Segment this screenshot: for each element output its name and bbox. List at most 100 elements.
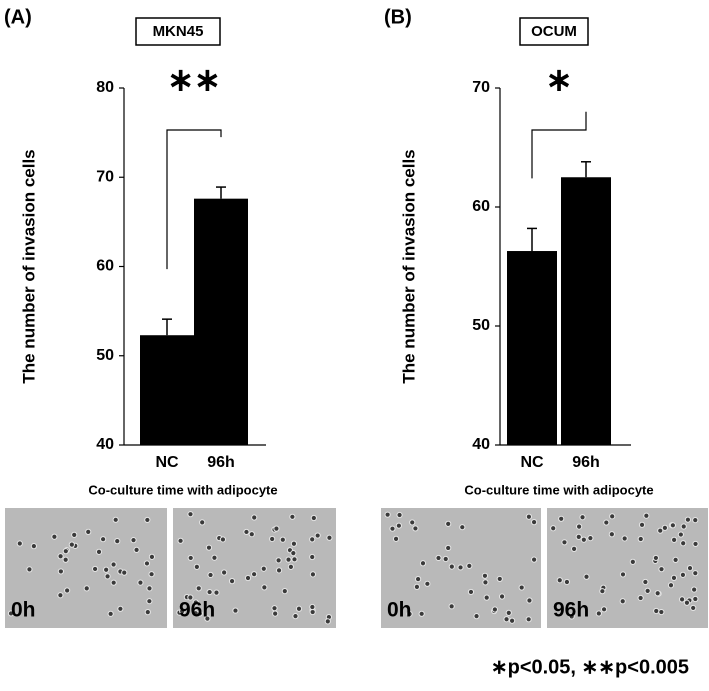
cell (457, 564, 464, 571)
cell (289, 513, 296, 520)
micrograph: 0h (381, 508, 541, 628)
chart-title: OCUM (531, 23, 577, 40)
cell (261, 584, 268, 591)
cell (467, 588, 475, 596)
cell (621, 535, 628, 542)
cell (692, 570, 699, 577)
panel-label: (B) (384, 6, 412, 28)
cell (199, 519, 206, 526)
cell (692, 540, 699, 548)
cell (680, 523, 687, 530)
x-axis-label: Co-culture time with adipocyte (464, 482, 653, 497)
cell (177, 537, 184, 544)
y-tick-label: 40 (96, 436, 114, 453)
cell (285, 556, 292, 563)
micrograph-label: 0h (387, 599, 412, 622)
cell (473, 613, 480, 620)
y-tick-label: 70 (472, 79, 490, 96)
cell (671, 536, 678, 543)
cell (57, 553, 64, 560)
cell (193, 563, 200, 570)
micrograph: 0h (5, 508, 167, 628)
cell (309, 571, 317, 578)
cell (114, 538, 121, 545)
cell (324, 618, 331, 625)
cell (112, 516, 119, 523)
cell (269, 535, 276, 543)
cell (291, 556, 298, 563)
cell (68, 541, 75, 548)
micrograph-label: 96h (179, 599, 215, 622)
y-tick-label: 80 (96, 79, 114, 96)
cell (275, 567, 283, 574)
cell (16, 540, 23, 547)
cell (130, 537, 137, 544)
cell (110, 561, 117, 568)
cell (26, 566, 33, 573)
cell (260, 565, 267, 572)
cell (558, 515, 565, 522)
cell (144, 609, 151, 616)
cell (575, 533, 582, 541)
panel-label: (A) (4, 6, 32, 28)
cell (583, 573, 590, 580)
cell (637, 535, 644, 543)
footnote: ∗p<0.05, ∗∗p<0.005 (491, 656, 689, 678)
cell (309, 536, 316, 543)
cell (219, 536, 227, 543)
cell (290, 550, 297, 557)
cell (406, 610, 413, 618)
cell (599, 588, 606, 595)
cell (389, 525, 396, 532)
cell (692, 516, 699, 524)
x-axis-label: Co-culture time with adipocyte (88, 482, 277, 497)
cell (205, 544, 213, 551)
cell (281, 588, 288, 595)
cell (445, 544, 452, 552)
cell (654, 590, 661, 597)
micrograph: 96h (173, 508, 336, 628)
cell (661, 524, 669, 531)
significance-mark: ∗ (546, 61, 573, 97)
cell (279, 536, 286, 543)
cell (629, 558, 636, 565)
cell (448, 603, 455, 610)
y-axis-label: The number of invasion cells (399, 149, 418, 383)
cell (530, 519, 538, 526)
cell (445, 520, 452, 527)
cell (579, 514, 586, 521)
cell (570, 545, 578, 552)
y-tick-label: 70 (96, 168, 114, 185)
micrograph-label: 96h (553, 599, 589, 622)
cell (117, 605, 124, 612)
cell (309, 553, 316, 561)
cell (483, 594, 490, 601)
cell (326, 534, 333, 541)
cell (424, 580, 431, 587)
cell (442, 555, 449, 563)
bar (140, 335, 194, 445)
cell (683, 599, 691, 606)
cell (137, 579, 144, 586)
cell (133, 546, 140, 553)
micrograph-label: 0h (11, 599, 36, 622)
cell (505, 609, 512, 616)
cell (677, 531, 684, 538)
cell (83, 585, 90, 592)
cell (657, 527, 664, 534)
cell (85, 528, 92, 535)
cell (273, 525, 280, 532)
cell (148, 553, 156, 560)
cell (107, 610, 114, 617)
cell (638, 521, 646, 528)
cell (211, 554, 218, 561)
significance-bracket (166, 129, 222, 270)
cell (103, 566, 110, 573)
cell (459, 524, 466, 531)
cell (491, 606, 498, 613)
cell (580, 536, 587, 543)
cell (392, 535, 400, 542)
cell (561, 539, 568, 546)
y-axis-label: The number of invasion cells (19, 149, 38, 383)
cell (587, 534, 594, 542)
